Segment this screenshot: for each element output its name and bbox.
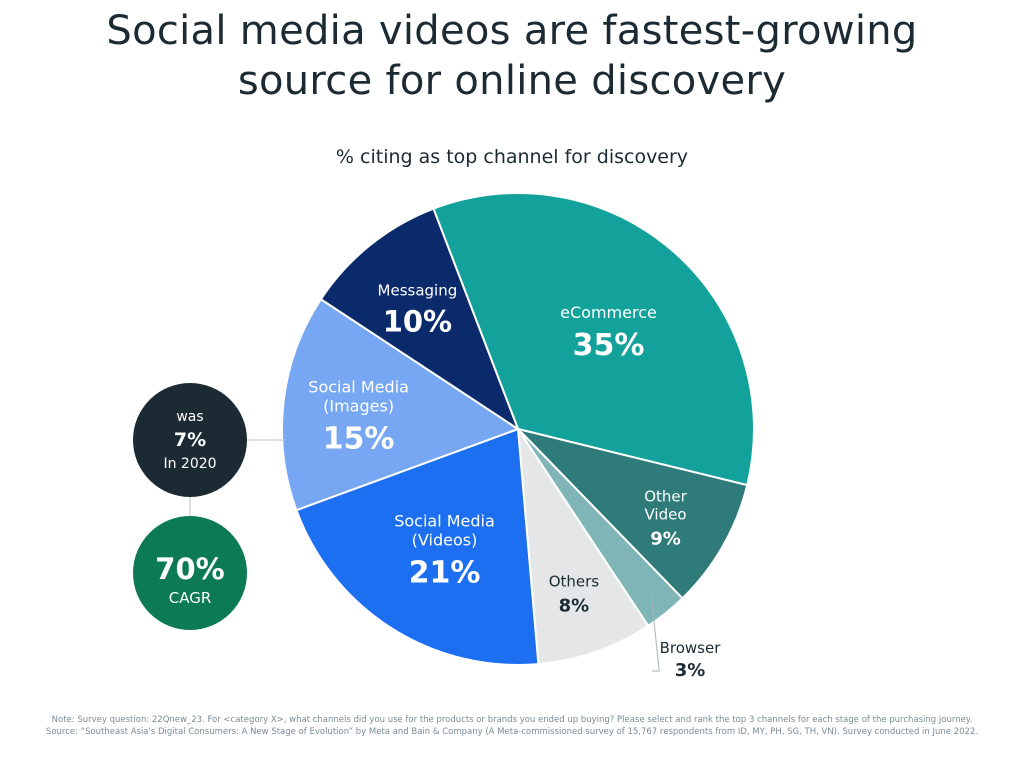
footnote: Note: Survey question: 22Qnew_23. For <c…	[45, 715, 979, 737]
chart-title: Social media videos are fastest-growing …	[0, 6, 1024, 106]
pie-slice-social-media-images	[281, 298, 519, 512]
pie-label-social-media-images-line-1: Social Media	[308, 378, 409, 397]
cagr-label: CAGR	[169, 589, 212, 607]
pie-value-ecommerce: 35%	[573, 328, 645, 363]
pie-slices	[281, 192, 755, 666]
title-line-2: source for online discovery	[237, 58, 787, 104]
browser-leader-line	[650, 594, 660, 672]
pie-label-social-media-videos-line-2: (Videos)	[412, 531, 478, 550]
pie-value-other-video: 9%	[650, 528, 681, 549]
pie-label-social-media-images-line-2: (Images)	[323, 397, 394, 416]
pie-value-messaging: 10%	[383, 305, 452, 339]
pie-label-browser: Browser	[660, 639, 722, 657]
pie-slice-others	[517, 428, 650, 666]
title-line-1: Social media videos are fastest-growing	[106, 8, 918, 54]
pie-value-social-media-videos: 21%	[409, 556, 481, 591]
pie-label-other-video-line-2: Video	[644, 505, 686, 523]
previous-share-value: 7%	[174, 429, 206, 451]
pie-value-others: 8%	[559, 596, 590, 617]
pie-value-social-media-images: 15%	[323, 422, 395, 457]
previous-share-label: was	[176, 409, 203, 425]
pie-label-ecommerce: eCommerce	[560, 303, 657, 322]
pie-slice-other-video	[517, 428, 749, 600]
pie-label-messaging: Messaging	[378, 282, 458, 300]
pie-label-others: Others	[549, 573, 600, 591]
pie-value-browser: 3%	[675, 660, 706, 681]
cagr-value: 70%	[155, 552, 224, 586]
previous-share-circle	[133, 383, 247, 497]
chart-subtitle: % citing as top channel for discovery	[335, 146, 689, 168]
previous-share-year: In 2020	[163, 456, 216, 472]
pie-slice-ecommerce	[432, 192, 755, 487]
annotation-labels: was 7% In 2020 70% CAGR	[155, 409, 224, 607]
pie-label-other-video-line-1: Other	[644, 487, 687, 505]
cagr-circle	[133, 516, 247, 630]
pie-label-social-media-videos-line-1: Social Media	[394, 512, 495, 531]
pie-slice-messaging	[319, 207, 519, 430]
